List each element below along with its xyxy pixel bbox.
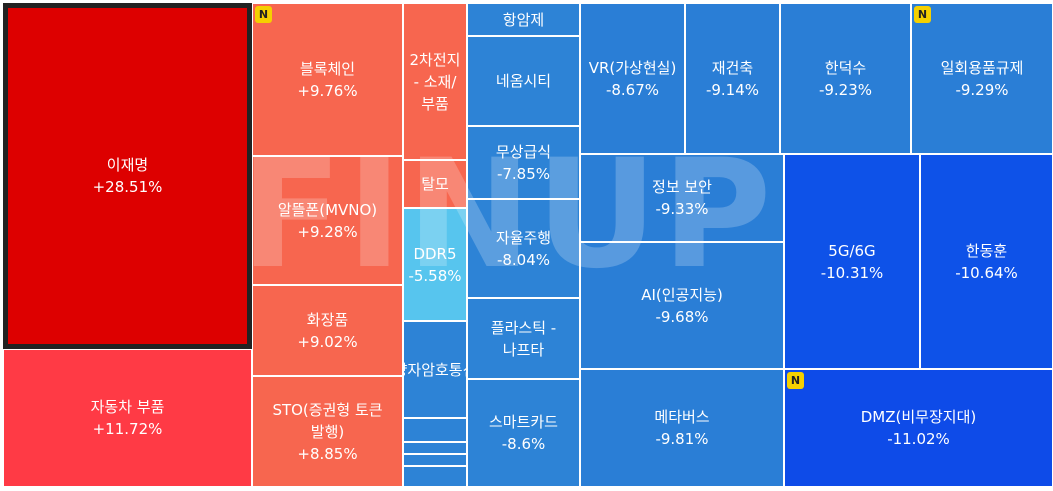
tile-value: +9.76%: [297, 81, 358, 100]
treemap-tile[interactable]: 한덕수 -9.23%: [780, 3, 911, 154]
tile-name: 스마트카드: [488, 413, 558, 431]
treemap-tile[interactable]: 양자암호통신: [403, 321, 467, 418]
tile-value: -9.29%: [955, 80, 1009, 99]
tile-name: 알뜰폰(MVNO): [277, 200, 378, 219]
treemap-tile[interactable]: 5G/6G -10.31%: [784, 154, 920, 369]
tile-value: -10.31%: [820, 263, 884, 282]
tile-value: +9.02%: [297, 332, 358, 351]
treemap-tile[interactable]: 블록체인 +9.76% N: [252, 3, 403, 156]
treemap-tile[interactable]: 자동차 부품 +11.72%: [3, 349, 252, 487]
tile-value: -9.33%: [655, 200, 709, 218]
treemap-tile[interactable]: STO(증권형 토큰 발행) +8.85%: [252, 376, 403, 487]
treemap-tile[interactable]: 항암제: [467, 3, 580, 36]
tile-name: 한동훈: [965, 241, 1008, 260]
tile-name: 무상급식: [495, 142, 552, 161]
tile-value: +8.85%: [297, 444, 358, 463]
treemap-tile[interactable]: DMZ(비무장지대) -11.02% N: [784, 369, 1053, 487]
tile-value: -5.58%: [408, 266, 462, 285]
tile-value: -10.64%: [955, 263, 1018, 282]
treemap-tile[interactable]: 네옴시티: [467, 36, 580, 126]
treemap-tile[interactable]: [403, 418, 467, 442]
treemap-tile[interactable]: 2차전지 - 소재/부품: [403, 3, 467, 160]
tile-name: 이재명: [106, 156, 149, 174]
treemap-tile[interactable]: AI(인공지능) -9.68%: [580, 242, 784, 369]
treemap-tile[interactable]: VR(가상현실) -8.67%: [580, 3, 685, 154]
tile-name: 메타버스: [654, 408, 710, 426]
tile-name: STO(증권형 토큰 발행): [272, 400, 383, 441]
new-badge-icon: N: [255, 6, 272, 23]
tile-name: 정보 보안: [652, 178, 712, 196]
treemap-tile[interactable]: DDR5 -5.58%: [403, 208, 467, 321]
tile-value: +9.28%: [297, 222, 358, 241]
tile-value: -8.67%: [605, 80, 660, 99]
tile-value: -9.68%: [655, 307, 709, 326]
tile-name: 자동차 부품: [90, 398, 165, 416]
tile-name: AI(인공지능): [641, 285, 723, 304]
tile-name: DMZ(비무장지대): [860, 408, 977, 426]
tile-name: VR(가상현실): [588, 58, 677, 77]
tile-value: -8.6%: [501, 435, 546, 453]
tile-name: 블록체인: [299, 59, 356, 78]
tile-value: -8.04%: [496, 250, 551, 269]
treemap-tile[interactable]: 한동훈 -10.64%: [920, 154, 1053, 369]
treemap-tile[interactable]: 화장품 +9.02%: [252, 285, 403, 376]
tile-name: 화장품: [306, 310, 349, 329]
tile-value: +28.51%: [92, 178, 163, 196]
treemap-tile[interactable]: 탈모: [403, 160, 467, 208]
tile-name: 재건축: [711, 58, 754, 77]
tile-value: +11.72%: [92, 420, 163, 438]
treemap-tile[interactable]: 정보 보안 -9.33%: [580, 154, 784, 242]
tile-name: 자율주행: [495, 228, 552, 247]
tile-value: -7.85%: [496, 164, 551, 183]
tile-value: -9.23%: [818, 80, 873, 99]
treemap-tile[interactable]: 일회용품규제 -9.29% N: [911, 3, 1053, 154]
tile-name: DDR5: [413, 244, 457, 263]
new-badge-icon: N: [787, 372, 804, 389]
treemap-tile[interactable]: 이재명 +28.51%: [3, 3, 252, 349]
tile-name: 5G/6G: [828, 241, 876, 260]
tile-name: 일회용품규제: [940, 58, 1024, 77]
tile-name: 2차전지 - 소재/부품: [409, 50, 461, 113]
treemap-tile[interactable]: 알뜰폰(MVNO) +9.28%: [252, 156, 403, 285]
treemap-tile[interactable]: 스마트카드 -8.6%: [467, 379, 580, 487]
tile-name: 양자암호통신: [404, 360, 466, 379]
tile-value: -9.14%: [705, 80, 760, 99]
treemap-tile[interactable]: 플라스틱 - 나프타: [467, 298, 580, 379]
treemap-tile[interactable]: 자율주행 -8.04%: [467, 199, 580, 298]
treemap-tile[interactable]: 메타버스 -9.81%: [580, 369, 784, 487]
treemap-tile[interactable]: 재건축 -9.14%: [685, 3, 780, 154]
tile-name: 탈모: [421, 175, 449, 193]
tile-value: -9.81%: [655, 430, 709, 448]
treemap-tile[interactable]: 무상급식 -7.85%: [467, 126, 580, 199]
tile-name: 네옴시티: [495, 72, 552, 90]
treemap-tile[interactable]: [403, 442, 467, 454]
tile-name: 한덕수: [824, 58, 867, 77]
tile-name: 항암제: [502, 10, 545, 29]
treemap-tile[interactable]: [403, 454, 467, 466]
treemap-tile[interactable]: [403, 466, 467, 487]
tile-name: 플라스틱 - 나프타: [490, 318, 557, 359]
new-badge-icon: N: [914, 6, 931, 23]
tile-value: -11.02%: [887, 430, 950, 448]
